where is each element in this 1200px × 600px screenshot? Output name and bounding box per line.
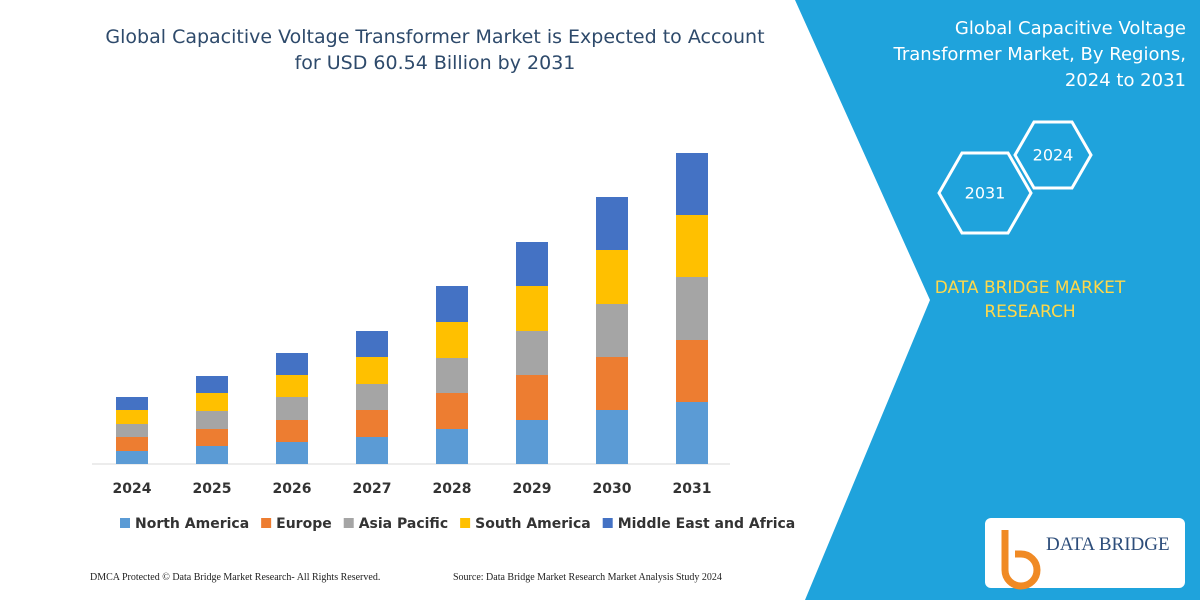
x-tick-label: 2024: [113, 481, 152, 497]
bar-segment: [356, 357, 388, 384]
bar-segment: [196, 446, 228, 464]
x-tick-label: 2030: [593, 481, 632, 497]
x-tick-label: 2028: [433, 481, 472, 497]
legend-swatch: [120, 518, 130, 528]
bar-segment: [196, 376, 228, 393]
bar-segment: [676, 340, 708, 402]
badge-hexagon: [937, 151, 1033, 235]
bar-segment: [356, 384, 388, 410]
bar-segment: [676, 153, 708, 215]
bar-segment: [516, 242, 548, 286]
bar-segment: [276, 375, 308, 397]
badge: 2024: [1033, 146, 1074, 165]
x-tick-label: 2029: [513, 481, 552, 497]
bar-segment: [196, 393, 228, 411]
bar-segment: [676, 277, 708, 340]
x-tick-label: 2031: [673, 481, 712, 497]
bar-segment: [436, 393, 468, 429]
side-title: Global Capacitive Voltage Transformer Ma…: [893, 18, 1187, 91]
chart-title: Global Capacitive Voltage Transformer Ma…: [105, 26, 765, 74]
bar-segment: [436, 358, 468, 393]
bar-segment: [516, 420, 548, 464]
footer-left: DMCA Protected © Data Bridge Market Rese…: [90, 572, 381, 583]
x-tick-label: 2027: [353, 481, 392, 497]
bar-segment: [356, 437, 388, 464]
bar-segment: [116, 410, 148, 424]
bar-segment: [276, 442, 308, 464]
legend-label: North America: [135, 516, 249, 532]
logo-mark: [1001, 530, 1041, 590]
bar-segment: [596, 357, 628, 410]
bar-segment: [116, 451, 148, 464]
x-tick-label: 2026: [273, 481, 312, 497]
bar-segment: [596, 197, 628, 250]
bar-segment: [596, 410, 628, 464]
bar-segment: [596, 250, 628, 304]
logo-text: DATA BRIDGE: [1046, 534, 1170, 555]
bar-segment: [516, 286, 548, 331]
bar-segment: [196, 429, 228, 446]
legend-swatch: [261, 518, 272, 528]
legend-swatch: [460, 518, 471, 528]
bar-segment: [516, 375, 548, 420]
badge-hexagon: [1013, 120, 1093, 190]
legend-swatch: [602, 518, 613, 528]
legend-label: Europe: [276, 516, 332, 532]
bar-segment: [356, 331, 388, 357]
bar-segment: [596, 304, 628, 357]
bar-segment: [116, 424, 148, 437]
bar-segment: [676, 215, 708, 277]
footer-right: Source: Data Bridge Market Research Mark…: [453, 572, 722, 583]
side-panel-bg: [795, 0, 1200, 600]
bar-segment: [196, 411, 228, 429]
badge: 2031: [965, 184, 1006, 203]
x-tick-label: 2025: [193, 481, 232, 497]
bar-segment: [356, 410, 388, 437]
bar-segment: [436, 429, 468, 464]
bar-segment: [276, 397, 308, 420]
bar-segment: [676, 402, 708, 464]
legend-swatch: [343, 518, 354, 528]
bar-segment: [516, 331, 548, 375]
bar-segment: [436, 322, 468, 358]
bar-segment: [116, 437, 148, 451]
bar-segment: [116, 397, 148, 410]
legend-label: Middle East and Africa: [618, 516, 796, 532]
bar-segment: [276, 353, 308, 375]
brand: DATA BRIDGE MARKET RESEARCH: [934, 278, 1126, 322]
bar-segment: [436, 286, 468, 322]
bar-segment: [276, 420, 308, 442]
legend-label: South America: [475, 516, 591, 532]
legend-label: Asia Pacific: [359, 516, 448, 532]
